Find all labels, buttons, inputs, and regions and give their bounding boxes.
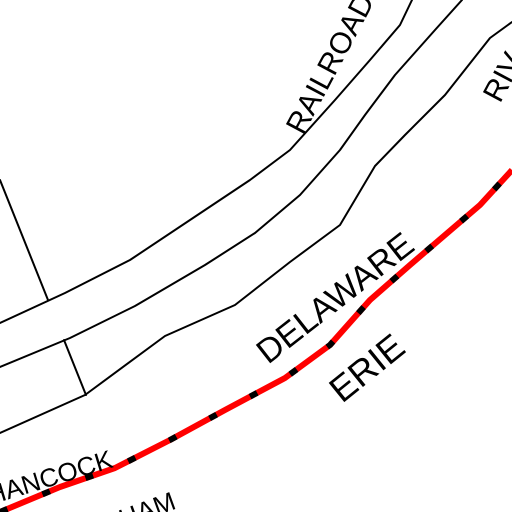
river-label: RIV — [477, 48, 512, 108]
street-partial-label: HAM — [115, 486, 180, 512]
railroad-road-lower-edge — [0, 0, 463, 368]
railroad-label: RAILROAD — [280, 0, 381, 139]
road-lines — [0, 0, 512, 434]
river-road-edge — [0, 21, 512, 434]
railroad-road-upper-edge — [0, 0, 413, 324]
hancock-label: HANCOCK — [0, 444, 117, 511]
railway-erie — [0, 167, 512, 512]
side-street-upper — [0, 179, 49, 301]
railway-red-base — [0, 167, 512, 512]
side-street-lower — [63, 339, 87, 396]
